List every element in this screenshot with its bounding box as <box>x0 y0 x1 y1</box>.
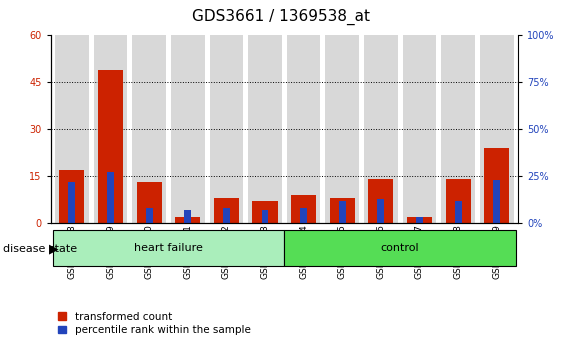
Bar <box>325 35 359 223</box>
Bar <box>416 217 423 223</box>
Bar <box>132 35 166 223</box>
Bar <box>291 195 316 223</box>
Bar <box>137 182 162 223</box>
Bar <box>364 35 397 223</box>
Bar <box>248 35 282 223</box>
Bar <box>209 35 243 223</box>
Bar <box>214 198 239 223</box>
Bar <box>252 201 278 223</box>
Bar <box>480 35 513 223</box>
Bar <box>98 70 123 223</box>
Bar <box>455 200 462 223</box>
Bar <box>484 148 510 223</box>
Bar <box>493 180 500 223</box>
Bar <box>403 35 436 223</box>
Bar <box>146 208 153 223</box>
Legend: transformed count, percentile rank within the sample: transformed count, percentile rank withi… <box>56 310 253 337</box>
Bar <box>52 230 284 266</box>
Bar <box>284 230 516 266</box>
Bar <box>93 35 127 223</box>
Text: disease state: disease state <box>3 244 77 253</box>
Bar <box>287 35 320 223</box>
Text: heart failure: heart failure <box>134 243 203 253</box>
Bar <box>445 179 471 223</box>
Bar <box>407 217 432 223</box>
Bar <box>69 182 75 223</box>
Bar <box>171 35 204 223</box>
Bar <box>59 170 84 223</box>
Text: ▶: ▶ <box>49 242 59 255</box>
Bar <box>223 208 230 223</box>
Text: GDS3661 / 1369538_at: GDS3661 / 1369538_at <box>193 9 370 25</box>
Bar <box>441 35 475 223</box>
Bar <box>368 179 394 223</box>
Bar <box>184 210 191 223</box>
Text: control: control <box>381 243 419 253</box>
Bar <box>377 199 385 223</box>
Bar <box>55 35 89 223</box>
Bar <box>107 172 114 223</box>
Bar <box>300 208 307 223</box>
Bar <box>262 210 269 223</box>
Bar <box>339 200 346 223</box>
Bar <box>175 217 200 223</box>
Bar <box>330 198 355 223</box>
